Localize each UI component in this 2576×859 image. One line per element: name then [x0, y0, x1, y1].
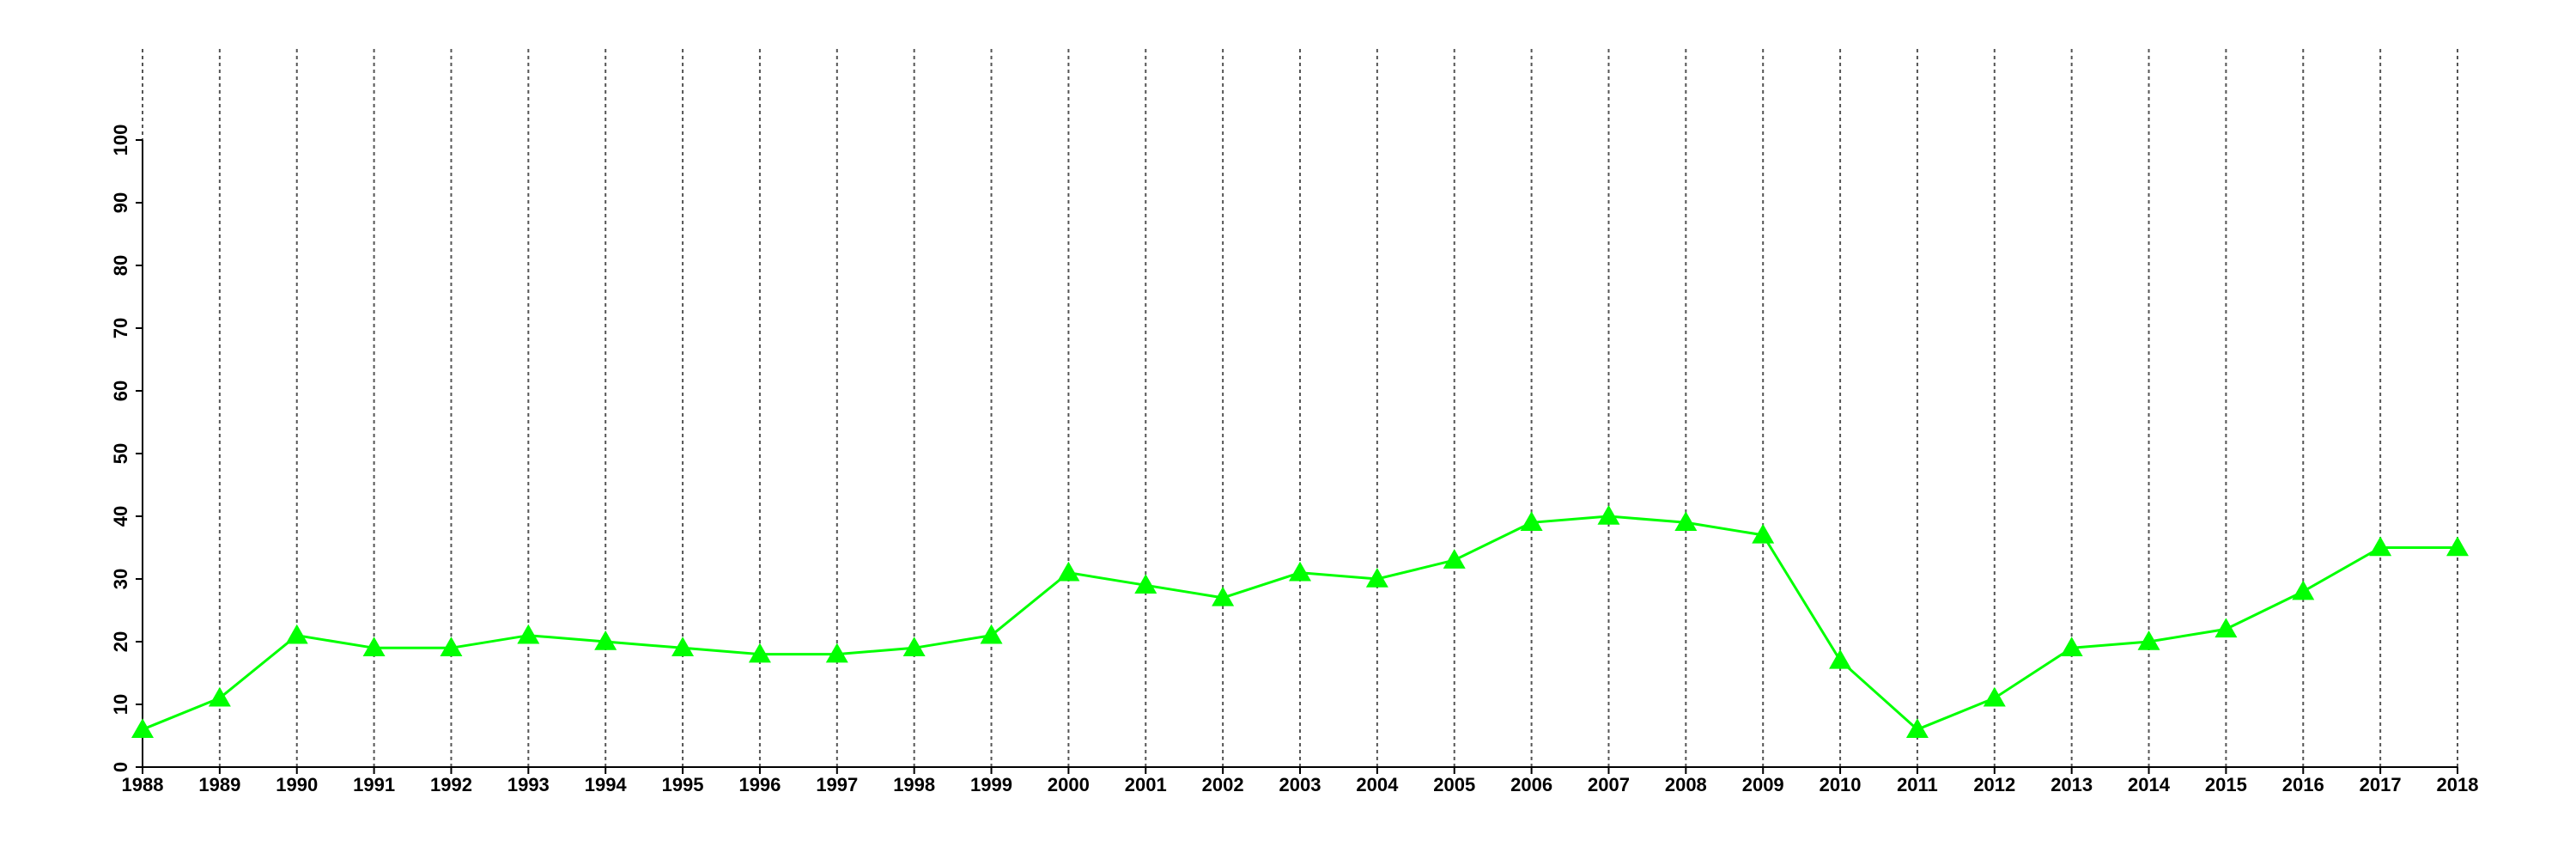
x-tick-label: 1993 — [507, 774, 550, 795]
y-tick-label: 100 — [110, 125, 131, 156]
x-tick-label: 2012 — [1973, 774, 2015, 795]
x-tick-label: 2013 — [2050, 774, 2093, 795]
x-tick-label: 2016 — [2282, 774, 2324, 795]
x-tick-label: 2007 — [1588, 774, 1630, 795]
x-tick-label: 2008 — [1665, 774, 1707, 795]
y-tick-label: 90 — [110, 192, 131, 213]
marker — [1134, 574, 1157, 594]
marker — [208, 686, 231, 707]
x-tick-label: 2000 — [1048, 774, 1090, 795]
marker — [517, 624, 540, 644]
y-tick-label: 70 — [110, 318, 131, 338]
y-tick-label: 80 — [110, 255, 131, 276]
x-tick-label: 2003 — [1279, 774, 1321, 795]
marker — [2446, 536, 2469, 557]
marker — [671, 637, 695, 657]
marker — [1520, 511, 1543, 532]
marker — [2060, 637, 2083, 657]
x-tick-label: 2017 — [2360, 774, 2402, 795]
x-tick-label: 1996 — [738, 774, 781, 795]
x-tick-label: 2002 — [1202, 774, 1244, 795]
x-tick-label: 1994 — [585, 774, 628, 795]
x-tick-label: 1999 — [970, 774, 1012, 795]
marker — [825, 643, 848, 663]
y-tick-label: 20 — [110, 631, 131, 652]
marker — [1597, 505, 1620, 525]
x-tick-label: 2004 — [1356, 774, 1399, 795]
marker — [1365, 568, 1388, 588]
x-tick-label: 2018 — [2437, 774, 2479, 795]
y-tick-label: 60 — [110, 381, 131, 401]
x-tick-label: 2015 — [2205, 774, 2247, 795]
x-tick-label: 2005 — [1433, 774, 1475, 795]
x-tick-label: 1997 — [816, 774, 858, 795]
marker — [2215, 618, 2238, 638]
x-tick-label: 1995 — [662, 774, 704, 795]
y-tick-label: 30 — [110, 569, 131, 589]
x-tick-label: 1992 — [430, 774, 472, 795]
x-tick-label: 1989 — [198, 774, 240, 795]
marker — [1829, 649, 1852, 669]
marker — [1674, 511, 1698, 532]
marker — [1905, 718, 1929, 738]
x-tick-label: 1991 — [353, 774, 395, 795]
marker — [1752, 523, 1775, 544]
x-tick-label: 2014 — [2128, 774, 2171, 795]
marker — [748, 643, 771, 663]
marker — [1212, 586, 1235, 606]
x-tick-label: 2006 — [1510, 774, 1552, 795]
x-tick-label: 2009 — [1742, 774, 1784, 795]
x-tick-label: 2011 — [1897, 774, 1938, 795]
marker — [1983, 686, 2006, 707]
marker — [1057, 561, 1080, 582]
y-tick-label: 10 — [110, 694, 131, 715]
marker — [2292, 580, 2315, 600]
y-tick-label: 40 — [110, 506, 131, 527]
x-tick-label: 2010 — [1820, 774, 1862, 795]
marker — [2369, 536, 2392, 557]
marker — [1289, 561, 1311, 582]
x-tick-label: 2001 — [1125, 774, 1167, 795]
marker — [131, 718, 154, 738]
marker — [285, 624, 308, 644]
marker — [440, 637, 463, 657]
marker — [2137, 631, 2160, 650]
marker — [902, 637, 926, 657]
y-tick-label: 50 — [110, 443, 131, 464]
marker — [594, 631, 617, 650]
marker — [1443, 549, 1466, 569]
marker — [362, 637, 386, 657]
y-tick-label: 0 — [110, 762, 131, 772]
x-tick-label: 1998 — [893, 774, 935, 795]
marker — [980, 624, 1003, 644]
x-tick-label: 1988 — [122, 774, 164, 795]
x-tick-label: 1990 — [276, 774, 318, 795]
